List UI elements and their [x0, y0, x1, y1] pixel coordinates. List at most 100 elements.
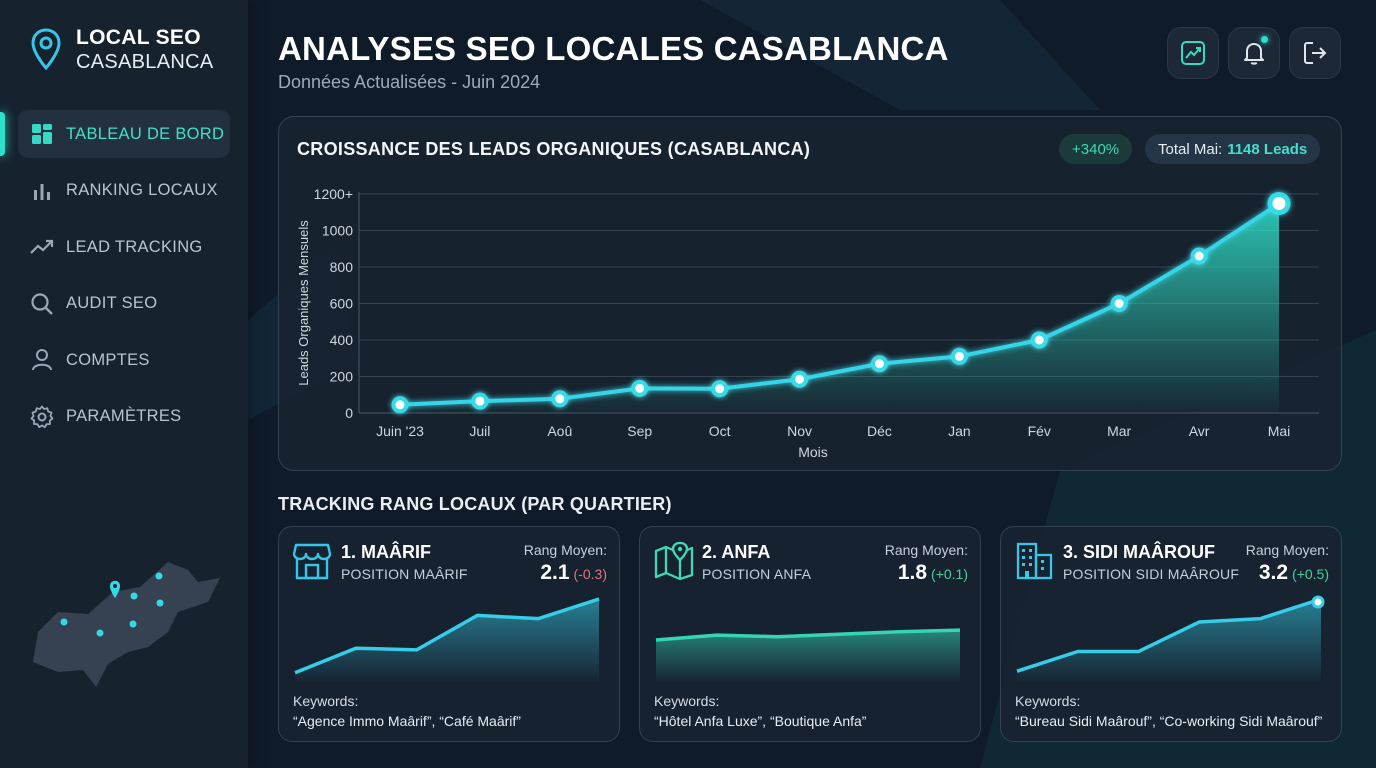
keywords-label: Keywords:	[1015, 693, 1081, 709]
x-tick-label: Mai	[1268, 423, 1291, 439]
y-tick-label: 200	[330, 369, 354, 385]
data-point	[1110, 295, 1128, 312]
x-tick-label: Fév	[1028, 423, 1051, 439]
rank-sparkline	[1016, 595, 1325, 681]
data-point	[870, 355, 888, 373]
sidebar-item-label: AUDIT SEO	[66, 294, 158, 313]
data-point	[950, 347, 968, 365]
chart-title: CROISSANCE DES LEADS ORGANIQUES (CASABLA…	[297, 139, 811, 159]
quartier-subtitle: POSITION ANFA	[702, 566, 812, 582]
y-tick-label: 400	[330, 332, 354, 348]
growth-badge: +340%	[1059, 134, 1133, 164]
rank-sparkline	[294, 597, 600, 681]
series-area	[400, 203, 1279, 413]
rank-delta: (-0.3)	[573, 566, 607, 582]
sidebar-item-parametres[interactable]: PARAMÈTRES	[18, 393, 230, 441]
rank-delta: (+0.1)	[931, 566, 968, 582]
page-subtitle: Données Actualisées - Juin 2024	[278, 72, 541, 92]
quartier-name: 1. MAÂRIF	[341, 542, 431, 562]
x-tick-label: Aoû	[547, 423, 572, 439]
x-tick-label: Oct	[709, 423, 731, 439]
keywords-label: Keywords:	[654, 693, 720, 709]
rank-sparkline	[655, 628, 961, 681]
bar-chart-icon	[30, 179, 54, 203]
y-tick-label: 1000	[322, 223, 353, 239]
quartier-subtitle: POSITION SIDI MAÂROUF	[1063, 566, 1240, 582]
x-tick-label: Sep	[627, 423, 652, 439]
keywords-list: “Hôtel Anfa Luxe”, “Boutique Anfa”	[654, 713, 867, 729]
analytics-icon	[1181, 41, 1205, 65]
rank-label: Rang Moyen:	[523, 542, 607, 558]
notification-dot	[1261, 36, 1268, 43]
quartier-name: 2. ANFA	[702, 542, 771, 562]
trend-icon	[30, 235, 54, 259]
rank-value-group: 2.1 (-0.3)	[540, 561, 607, 585]
brand-title: LOCAL SEO	[76, 26, 201, 49]
keywords-list: “Agence Immo Maârif”, “Café Maârif”	[293, 713, 521, 729]
map-pin-icon	[31, 28, 61, 71]
rank-value: 1.8	[897, 561, 928, 584]
x-tick-label: Juil	[469, 423, 490, 439]
data-point	[471, 392, 489, 410]
sidebar-item-tableau-de-bord[interactable]: TABLEAU DE BORD	[0, 110, 230, 158]
x-tick-label: Juin '23	[376, 423, 424, 439]
logout-icon	[1304, 42, 1327, 64]
logout-button[interactable]	[1289, 27, 1341, 79]
quartier-card-anfa[interactable]: 2. ANFA POSITION ANFA Rang Moyen: 1.8 (+0…	[639, 526, 981, 742]
total-leads-value: 1148 Leads	[1227, 140, 1308, 158]
sidebar-item-audit-seo[interactable]: AUDIT SEO	[18, 280, 230, 328]
sidebar-item-label: PARAMÈTRES	[66, 407, 182, 426]
data-point	[1267, 191, 1291, 215]
total-leads-label: Total Mai:	[1158, 140, 1223, 158]
notifications-button[interactable]	[1228, 27, 1280, 79]
sparkline-area	[656, 630, 960, 681]
leads-line-chart: 0 200 400 600 800 1000 1200+ Juin '23 Juil Aoû Sep…	[296, 186, 1319, 460]
sparkline-area	[295, 599, 599, 681]
casablanca-map-illustration	[33, 562, 220, 687]
rank-value: 3.2	[1258, 561, 1289, 584]
storefront-icon	[293, 543, 331, 580]
sparkline-area	[1017, 599, 1321, 681]
data-point	[551, 390, 569, 408]
sidebar-item-ranking-locaux[interactable]: RANKING LOCAUX	[18, 167, 230, 215]
y-axis-title: Leads Organiques Mensuels	[296, 220, 311, 386]
rank-label: Rang Moyen:	[884, 542, 968, 558]
data-point	[791, 370, 809, 388]
sparkline-line	[294, 597, 600, 675]
x-tick-label: Nov	[787, 423, 812, 439]
y-tick-label: 1200+	[314, 186, 353, 202]
series-line	[399, 201, 1281, 407]
sidebar: LOCAL SEO CASABLANCA TABLEAU DE BORD RAN…	[0, 0, 248, 768]
rank-value-group: 3.2 (+0.5)	[1259, 561, 1329, 585]
rank-value-group: 1.8 (+0.1)	[898, 561, 968, 585]
sidebar-item-label: COMPTES	[66, 350, 150, 369]
sidebar-nav: TABLEAU DE BORD RANKING LOCAUX LEAD TRAC…	[0, 110, 230, 450]
x-tick-label: Mar	[1107, 423, 1131, 439]
x-tick-label: Avr	[1189, 423, 1210, 439]
bell-icon	[1244, 43, 1264, 65]
dashboard-icon	[30, 122, 54, 146]
data-point	[1190, 247, 1208, 265]
data-point	[1030, 331, 1048, 349]
data-point	[631, 379, 649, 397]
sparkline-line	[655, 628, 961, 642]
x-axis-title: Mois	[798, 444, 828, 460]
sidebar-item-lead-tracking[interactable]: LEAD TRACKING	[18, 223, 230, 271]
sparkline-line	[1016, 597, 1322, 673]
data-point	[711, 380, 729, 398]
analytics-button[interactable]	[1167, 27, 1219, 79]
active-indicator	[0, 112, 5, 156]
y-tick-label: 0	[345, 405, 353, 421]
quartier-subtitle: POSITION MAÂRIF	[341, 566, 468, 582]
sidebar-item-label: LEAD TRACKING	[66, 237, 203, 256]
total-leads-badge: Total Mai: 1148 Leads	[1145, 134, 1321, 164]
brand-subtitle: CASABLANCA	[76, 51, 214, 73]
sidebar-item-comptes[interactable]: COMPTES	[18, 336, 230, 384]
data-point	[391, 396, 409, 414]
y-tick-label: 800	[330, 259, 354, 275]
rank-value: 2.1	[540, 561, 570, 584]
quartier-card-maarif[interactable]: 1. MAÂRIF POSITION MAÂRIF Rang Moyen: 2.…	[278, 526, 620, 742]
brand-logo[interactable]: LOCAL SEO CASABLANCA	[30, 26, 214, 74]
keywords-list: “Bureau Sidi Maârouf”, “Co-working Sidi …	[1015, 713, 1323, 729]
quartier-card-sidi-maarouf[interactable]: 3. SIDI MAÂROUF POSITION SIDI MAÂROUF Ra…	[1000, 526, 1342, 742]
